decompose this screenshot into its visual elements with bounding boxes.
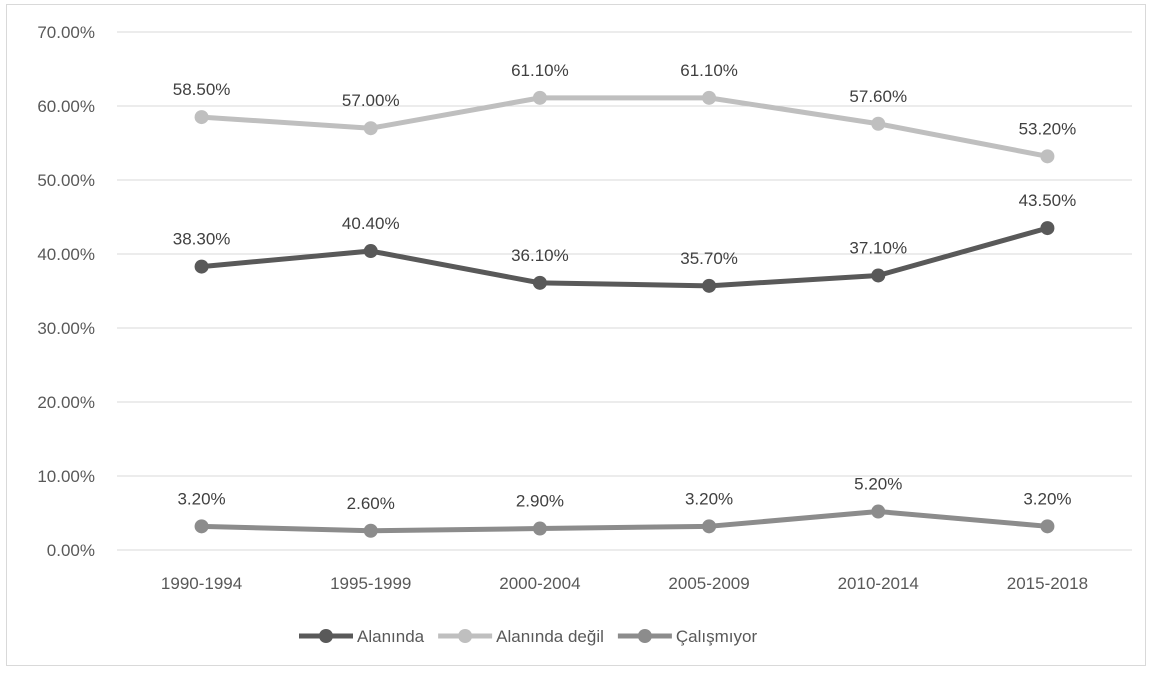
y-tick-label: 40.00% [37, 245, 95, 264]
data-point-alaninda [363, 244, 378, 259]
data-point-alaninda [532, 275, 547, 290]
legend-swatch-marker [458, 629, 473, 643]
y-tick-label: 70.00% [37, 23, 95, 42]
data-point-alaninda-degil [871, 116, 886, 131]
y-tick-label: 10.00% [37, 467, 95, 486]
data-point-alaninda [871, 268, 886, 283]
data-point-alaninda-degil [1040, 149, 1055, 164]
y-tick-label: 30.00% [37, 319, 95, 338]
data-label-alaninda-degil: 53.20% [1019, 119, 1077, 138]
y-tick-label: 50.00% [37, 171, 95, 190]
data-labels: 38.30% 40.40% 36.10% 35.70% 37.10% 43.50% 58.5… [173, 61, 1077, 513]
data-label-calismiyor: 3.20% [177, 489, 225, 508]
data-label-calismiyor: 2.60% [347, 494, 395, 513]
data-point-alaninda-degil [532, 90, 547, 105]
data-label-calismiyor: 5.20% [854, 475, 902, 494]
x-tick-label: 2010-2014 [838, 574, 919, 593]
data-point-alaninda [1040, 221, 1055, 236]
data-label-calismiyor: 2.90% [516, 492, 564, 511]
x-tick-label: 2015-2018 [1007, 574, 1088, 593]
data-label-alaninda-degil: 57.00% [342, 91, 400, 110]
data-point-calismiyor [194, 519, 209, 534]
x-tick-label: 1995-1999 [330, 574, 411, 593]
data-point-calismiyor [363, 523, 378, 538]
data-label-alaninda-degil: 57.60% [849, 87, 907, 106]
y-tick-label: 0.00% [47, 541, 95, 560]
data-label-alaninda: 36.10% [511, 246, 569, 265]
legend-label: Alanında [357, 627, 425, 646]
data-point-calismiyor [532, 521, 547, 536]
y-tick-label: 20.00% [37, 393, 95, 412]
data-point-alaninda [702, 278, 717, 293]
data-point-alaninda-degil [194, 110, 209, 125]
data-label-alaninda: 35.70% [680, 249, 738, 268]
legend: Alanında Alanında değil Çalışmıyor [299, 627, 757, 646]
data-label-alaninda: 37.10% [849, 238, 907, 257]
y-axis-ticks: 0.00% 10.00% 20.00% 30.00% 40.00% 50.00% 60.00… [37, 23, 95, 560]
y-tick-label: 60.00% [37, 97, 95, 116]
data-label-alaninda: 43.50% [1019, 191, 1077, 210]
data-point-calismiyor [702, 519, 717, 534]
series-line-alaninda-degil [199, 95, 1050, 159]
data-point-alaninda-degil [702, 90, 717, 105]
data-point-calismiyor [871, 504, 886, 519]
gridlines [117, 31, 1132, 551]
data-label-alaninda-degil: 61.10% [680, 61, 738, 80]
legend-swatch-marker [319, 629, 333, 643]
data-label-alaninda-degil: 61.10% [511, 61, 569, 80]
x-tick-label: 2005-2009 [668, 574, 749, 593]
legend-item-calismiyor: Çalışmıyor [617, 627, 758, 646]
legend-label: Alanında değil [496, 627, 604, 646]
chart-frame: 0.00% 10.00% 20.00% 30.00% 40.00% 50.00% 60.00… [6, 4, 1146, 666]
data-label-calismiyor: 3.20% [1023, 489, 1071, 508]
line-chart: 0.00% 10.00% 20.00% 30.00% 40.00% 50.00% 60.00… [37, 23, 1132, 646]
data-label-calismiyor: 3.20% [685, 489, 733, 508]
data-label-alaninda: 40.40% [342, 214, 400, 233]
legend-swatch-marker [637, 629, 652, 643]
x-tick-label: 2000-2004 [499, 574, 580, 593]
data-point-alaninda [194, 259, 209, 274]
legend-label: Çalışmıyor [676, 627, 758, 646]
data-label-alaninda: 38.30% [173, 230, 231, 249]
legend-item-alaninda: Alanında [299, 627, 425, 646]
legend-item-alaninda-degil: Alanında değil [438, 627, 604, 646]
x-tick-label: 1990-1994 [161, 574, 242, 593]
series-line-calismiyor [199, 509, 1050, 534]
data-point-calismiyor [1040, 519, 1055, 534]
series-line-alaninda [199, 225, 1050, 289]
data-point-alaninda-degil [363, 121, 378, 136]
data-label-alaninda-degil: 58.50% [173, 80, 231, 99]
x-axis-ticks: 1990-1994 1995-1999 2000-2004 2005-2009 2010… [161, 574, 1088, 593]
series-group [194, 90, 1055, 538]
